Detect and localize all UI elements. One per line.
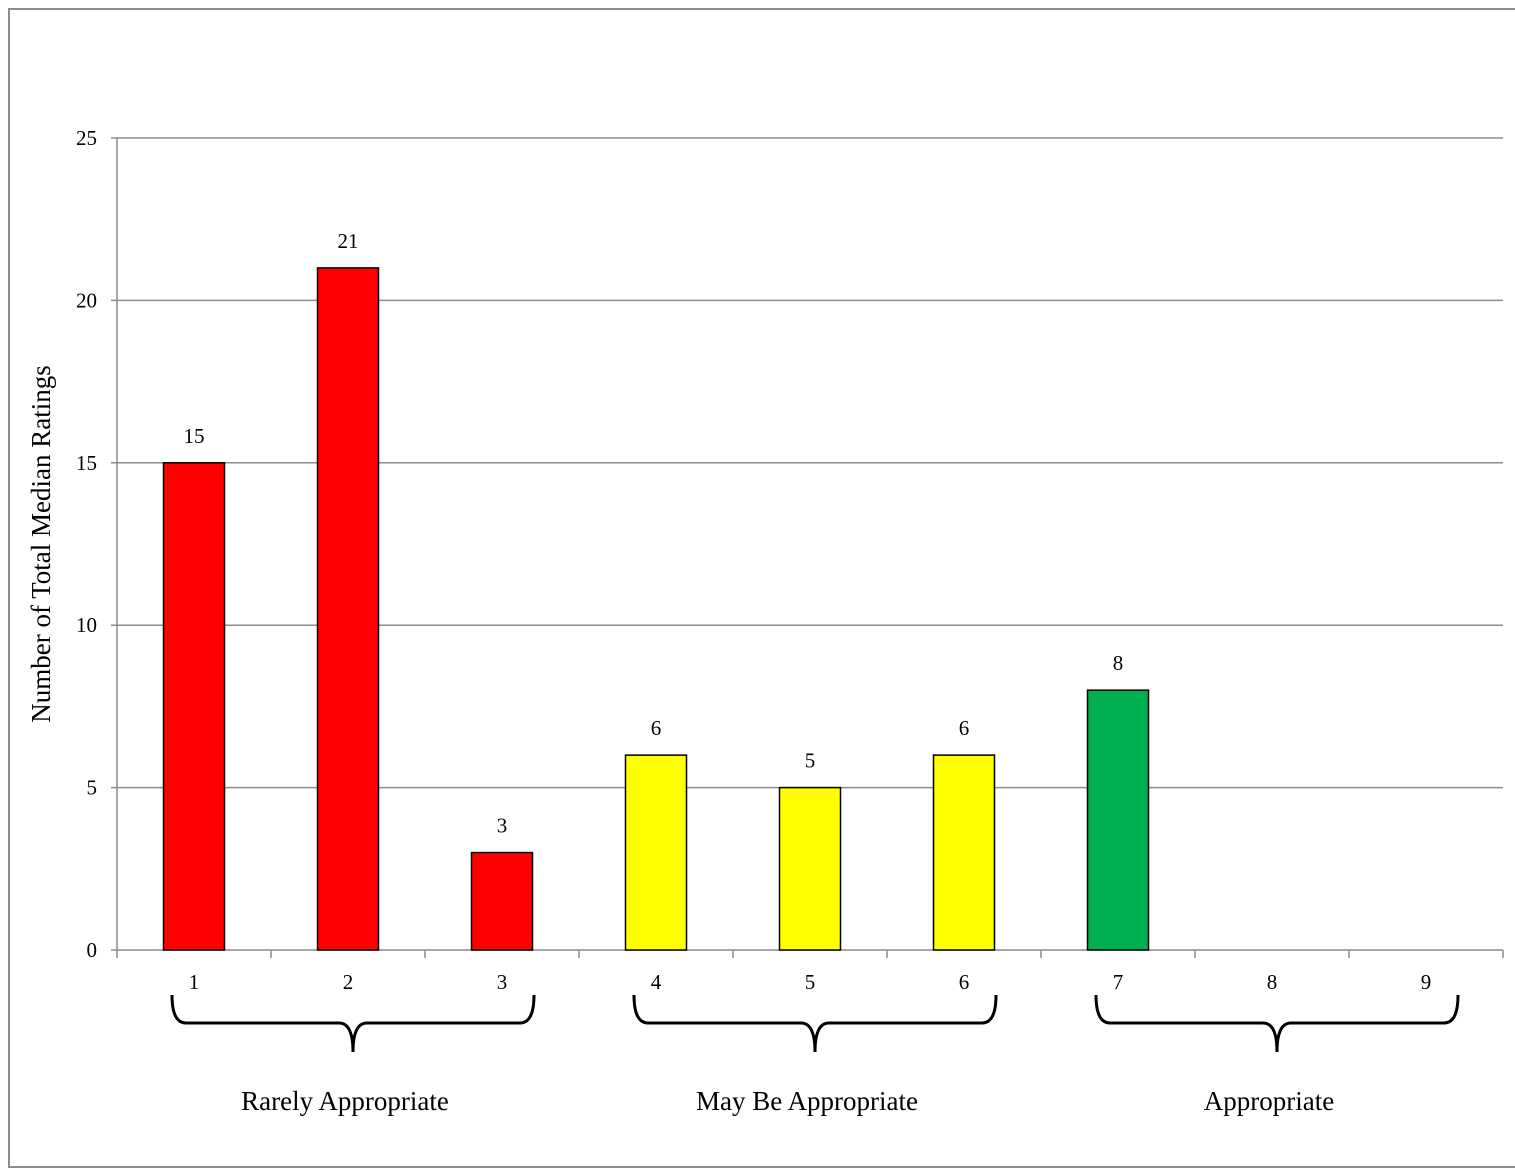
data-labels: 15 21 3 6 5 6 8 (184, 229, 1124, 838)
data-label: 5 (805, 749, 816, 773)
x-tick-label: 2 (343, 970, 354, 994)
data-label: 15 (184, 424, 205, 448)
y-tick-label: 5 (87, 776, 98, 800)
data-label: 3 (497, 814, 508, 838)
y-tick-label: 25 (76, 126, 97, 150)
data-label: 6 (651, 716, 662, 740)
data-label: 6 (959, 716, 970, 740)
bar (932, 754, 996, 951)
bar (624, 754, 688, 951)
y-tick-label: 0 (87, 938, 98, 962)
x-tick-label: 9 (1421, 970, 1432, 994)
x-tick-label: 5 (805, 970, 816, 994)
bar (778, 786, 842, 951)
data-label: 8 (1113, 651, 1124, 675)
group-label: May Be Appropriate (696, 1086, 918, 1116)
category-groups: Rarely Appropriate May Be Appropriate Appr… (170, 994, 1460, 1116)
x-tick-label: 4 (651, 970, 662, 994)
group-label: Appropriate (1204, 1086, 1334, 1116)
bar (162, 462, 226, 951)
x-tick-label: 3 (497, 970, 508, 994)
y-tick-label: 15 (76, 451, 97, 475)
axes: 0 5 10 15 20 25 1 2 3 4 5 6 7 8 9 (76, 126, 1504, 994)
bar (470, 851, 534, 951)
group-brace (170, 994, 536, 1053)
x-tick-label: 8 (1267, 970, 1278, 994)
y-tick-label: 20 (76, 288, 97, 312)
bar (316, 267, 380, 951)
data-label: 21 (338, 229, 359, 253)
x-tick-label: 1 (189, 970, 200, 994)
bars (162, 267, 1150, 951)
x-tick-label: 7 (1113, 970, 1124, 994)
x-tick-label: 6 (959, 970, 970, 994)
y-tick-label: 10 (76, 613, 97, 637)
group-brace (632, 994, 998, 1053)
group-label: Rarely Appropriate (241, 1086, 449, 1116)
group-brace (1094, 994, 1460, 1053)
y-axis-label: Number of Total Median Ratings (26, 365, 56, 723)
bar (1086, 689, 1150, 951)
